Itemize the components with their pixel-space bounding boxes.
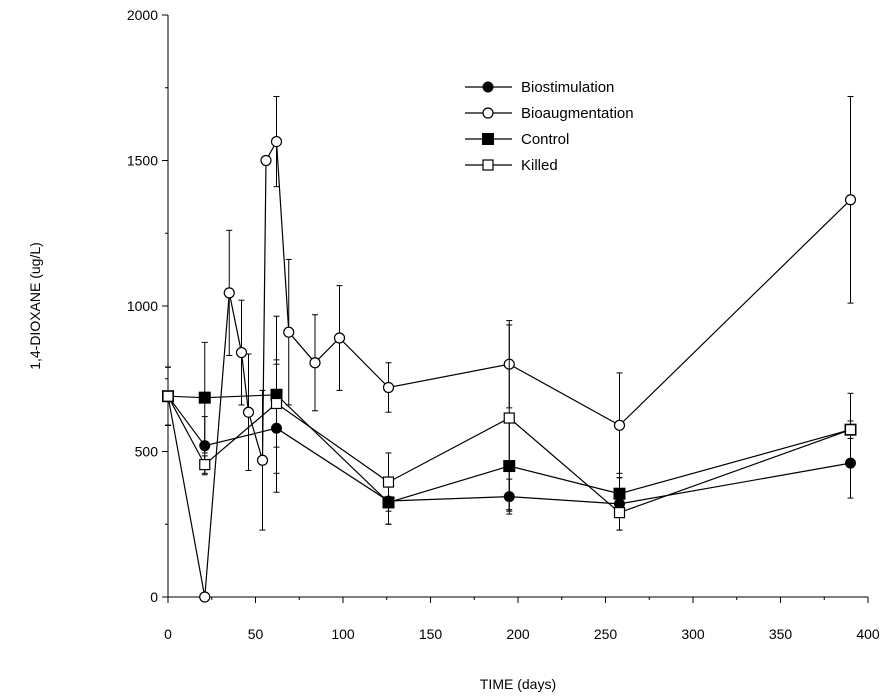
x-tick-label: 50	[248, 626, 264, 642]
legend-label: Biostimulation	[521, 79, 614, 96]
data-point	[844, 194, 857, 206]
data-point	[382, 476, 395, 488]
axes: 0 500 1000 1500 2000 0 50 100 150 200 250 300 350 40…	[127, 7, 880, 642]
x-tick-label: 400	[856, 626, 880, 642]
y-axis-title: 1,4-DIOXANE (ug/L)	[27, 242, 43, 370]
data-point	[162, 390, 174, 402]
data-point	[242, 406, 255, 418]
y-tick-label: 1500	[127, 153, 158, 169]
x-tick-label: 350	[769, 626, 793, 642]
x-ticks: 0 50 100 150 200 250 300 350 400	[164, 597, 880, 642]
data-point	[844, 424, 857, 436]
data-point	[260, 154, 272, 167]
data-point	[235, 346, 248, 359]
legend-label: Control	[521, 131, 569, 148]
legend-item: Control	[465, 131, 569, 148]
legend-marker	[482, 159, 494, 171]
legend-item: Killed	[465, 157, 558, 174]
legend-item: Biostimulation	[465, 79, 614, 96]
x-axis-title: TIME (days)	[480, 676, 556, 692]
data-point	[198, 391, 211, 404]
y-ticks: 0 500 1000 1500 2000	[127, 7, 168, 605]
series-4	[162, 324, 857, 531]
data-point	[333, 332, 346, 344]
legend-label: Bioaugmentation	[521, 105, 634, 122]
data-point	[382, 381, 395, 394]
series-2	[162, 95, 857, 603]
data-point	[256, 454, 269, 466]
data-point	[270, 397, 283, 410]
plot-area	[162, 95, 857, 603]
legend: Biostimulation Bioaugmentation Control Kill…	[465, 79, 634, 174]
data-point	[199, 591, 211, 603]
data-point	[270, 135, 283, 148]
legend-item: Bioaugmentation	[465, 105, 634, 122]
data-point	[199, 458, 211, 471]
y-tick-label: 1000	[127, 298, 158, 314]
y-tick-label: 500	[135, 444, 159, 460]
y-tick-label: 2000	[127, 7, 158, 23]
legend-marker	[482, 107, 494, 119]
x-tick-label: 100	[331, 626, 355, 642]
x-tick-label: 0	[164, 626, 172, 642]
x-tick-label: 150	[419, 626, 443, 642]
legend-marker	[482, 133, 494, 145]
data-point	[309, 357, 321, 369]
data-point	[223, 287, 235, 299]
legend-label: Killed	[521, 157, 558, 174]
data-point	[503, 412, 515, 424]
y-tick-label: 0	[150, 589, 158, 605]
data-point	[283, 326, 295, 338]
data-point	[613, 419, 626, 431]
x-tick-label: 200	[506, 626, 530, 642]
x-tick-label: 300	[681, 626, 705, 642]
data-point	[613, 507, 626, 519]
x-tick-label: 250	[594, 626, 618, 642]
legend-marker	[482, 81, 494, 93]
